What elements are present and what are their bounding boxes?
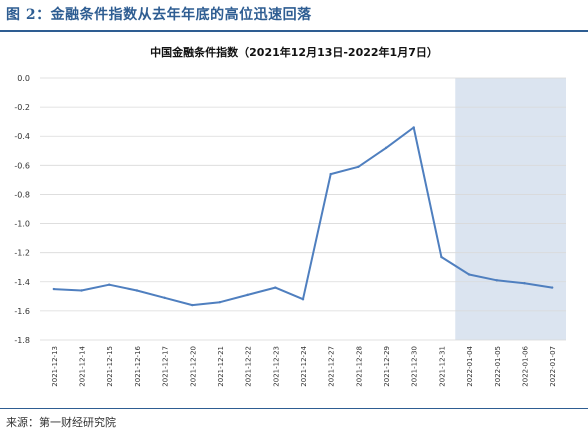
data-point (108, 283, 111, 286)
data-point (135, 289, 139, 292)
y-tick-label: 0.0 (17, 74, 30, 83)
data-point (274, 286, 277, 289)
x-tick-label: 2021-12-17 (162, 346, 170, 387)
source-note: 来源：第一财经研究院 (6, 416, 116, 429)
data-point (440, 255, 443, 259)
data-point (329, 172, 332, 176)
y-tick-label: -0.4 (14, 132, 30, 141)
x-tick-label: 2021-12-29 (383, 346, 391, 387)
x-tick-label: 2021-12-16 (134, 345, 142, 386)
chart-title: 中国金融条件指数（2021年12月13日-2022年1月7日） (150, 45, 438, 59)
source-divider (0, 408, 588, 409)
line-chart: 中国金融条件指数（2021年12月13日-2022年1月7日） 0.0 -0.2 -… (14, 45, 566, 387)
data-point (523, 282, 526, 285)
x-tick-label: 2021-12-24 (300, 345, 308, 386)
x-tick-label: 2022-01-06 (521, 345, 529, 386)
x-tick-label: 2021-12-30 (411, 346, 419, 387)
x-tick-label: 2021-12-13 (51, 346, 59, 387)
y-tick-label: -1.0 (14, 220, 30, 229)
data-point (495, 279, 498, 282)
x-tick-label: 2021-12-14 (79, 345, 87, 386)
y-tick-label: -1.8 (14, 336, 30, 345)
highlight-band (455, 78, 566, 340)
x-tick-label: 2021-12-28 (355, 346, 363, 387)
data-point (550, 286, 554, 289)
data-point (301, 298, 305, 301)
x-tick-label: 2021-12-20 (189, 346, 197, 387)
x-tick-label: 2022-01-05 (494, 346, 502, 387)
figure-title: 图 2：金融条件指数从去年年底的高位迅速回落 (6, 7, 312, 23)
data-point (384, 146, 388, 150)
x-tick-label: 2021-12-22 (245, 346, 253, 387)
y-tick-label: -1.6 (14, 307, 30, 316)
data-point (80, 289, 83, 292)
data-point (246, 293, 249, 297)
x-tick-label: 2022-01-07 (549, 346, 557, 387)
x-tick-label: 2021-12-27 (328, 346, 336, 387)
y-tick-label: -0.6 (14, 161, 30, 170)
y-tick-label: -0.8 (14, 190, 30, 199)
x-tick-label: 2022-01-04 (466, 345, 474, 386)
data-point (467, 273, 471, 276)
data-point (191, 303, 194, 307)
data-point (218, 300, 222, 304)
data-point (52, 287, 56, 291)
data-point (163, 296, 166, 299)
x-tick-label: 2021-12-31 (438, 346, 446, 387)
data-point (412, 126, 415, 129)
data-point (357, 165, 360, 168)
title-divider (0, 30, 588, 32)
y-tick-label: -0.2 (14, 103, 30, 112)
x-tick-label: 2021-12-23 (272, 346, 280, 387)
x-tick-label: 2021-12-15 (106, 346, 114, 387)
y-tick-label: -1.4 (14, 278, 30, 287)
y-tick-label: -1.2 (14, 249, 30, 258)
x-tick-label: 2021-12-21 (217, 346, 225, 387)
